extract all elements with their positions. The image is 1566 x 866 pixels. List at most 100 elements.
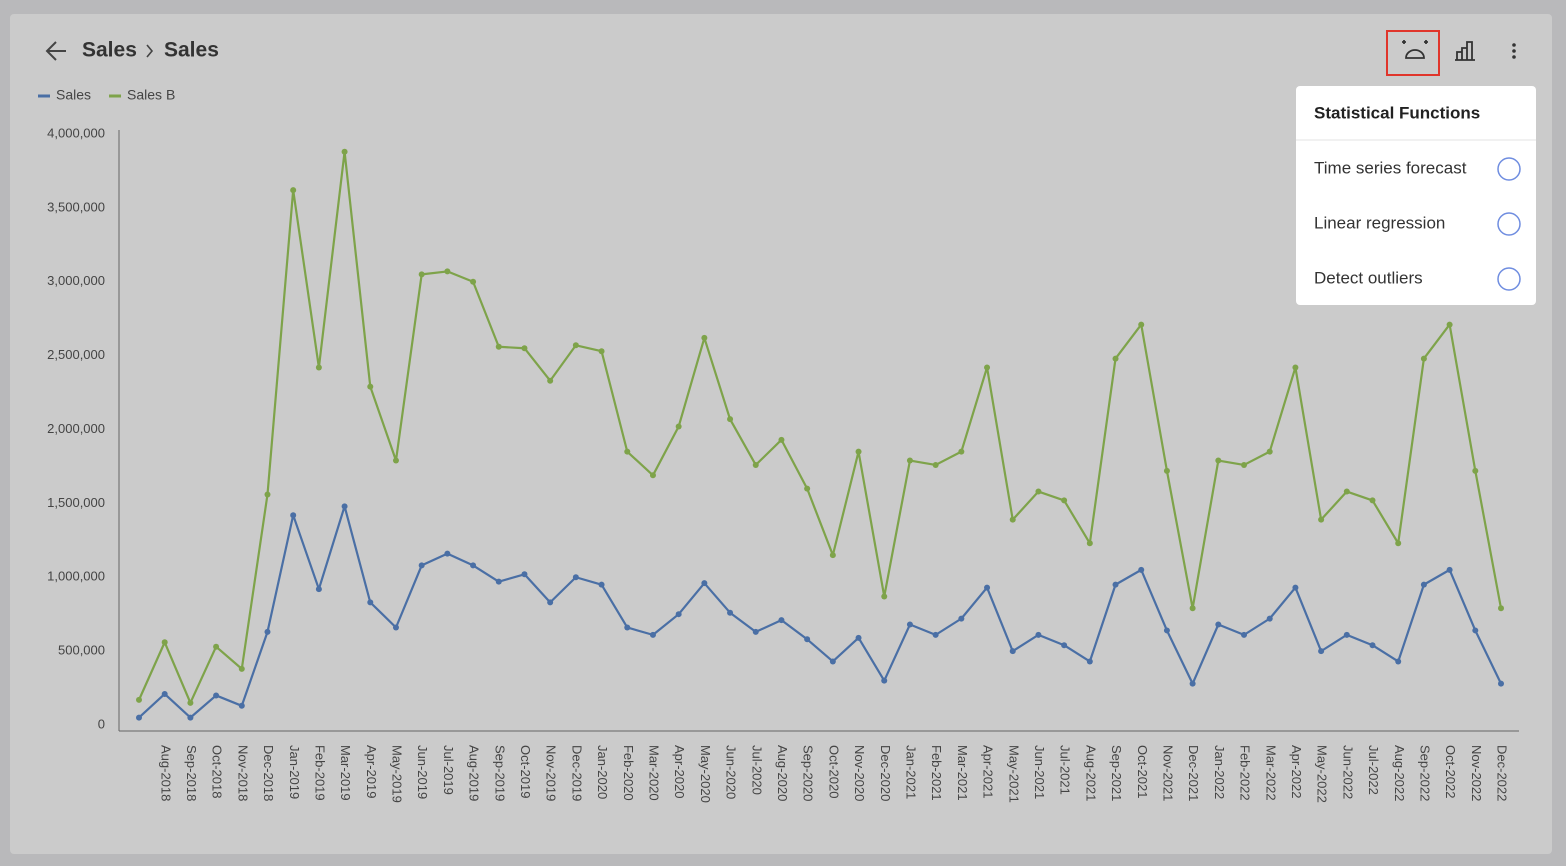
radio[interactable] <box>1497 157 1521 181</box>
data-point <box>444 268 451 275</box>
x-tick-label: Jan-2022 <box>1212 745 1227 799</box>
menu-item[interactable]: Linear regression <box>1314 213 1445 232</box>
x-tick-label: Nov-2019 <box>544 745 559 801</box>
x-tick-label: Mar-2021 <box>955 745 970 801</box>
data-point <box>367 599 374 606</box>
data-point <box>264 628 271 635</box>
chart-type-button[interactable] <box>1455 41 1475 61</box>
menu-title: Statistical Functions <box>1314 103 1480 122</box>
data-point <box>418 562 425 569</box>
data-point <box>521 345 528 352</box>
data-point <box>1215 457 1222 464</box>
data-point <box>213 643 220 650</box>
x-tick-label: Jan-2021 <box>904 745 919 799</box>
data-point <box>649 472 656 479</box>
data-point <box>572 574 579 581</box>
x-tick-label: Jun-2022 <box>1340 745 1355 799</box>
data-point <box>392 624 399 631</box>
x-tick-label: Aug-2022 <box>1392 745 1407 801</box>
data-point <box>1086 658 1093 665</box>
x-tick-label: Jul-2022 <box>1366 745 1381 795</box>
x-tick-label: Feb-2020 <box>621 745 636 801</box>
x-tick-label: Nov-2021 <box>1160 745 1175 801</box>
data-point <box>1009 648 1016 655</box>
x-tick-label: Sep-2020 <box>801 745 816 801</box>
data-point <box>906 457 913 464</box>
data-point <box>495 578 502 585</box>
statistics-button[interactable] <box>1402 40 1428 59</box>
data-point <box>161 639 168 646</box>
data-point <box>1215 621 1222 628</box>
x-tick-label: May-2021 <box>1006 745 1021 803</box>
data-point <box>1369 497 1376 504</box>
data-point <box>624 448 631 455</box>
data-point <box>932 461 939 468</box>
x-tick-label: Dec-2018 <box>261 745 276 801</box>
x-tick-label: Nov-2018 <box>235 745 250 801</box>
data-point <box>1420 355 1427 362</box>
y-tick-label: 500,000 <box>58 643 105 658</box>
data-point <box>804 485 811 492</box>
data-point <box>1009 516 1016 523</box>
breadcrumb-separator <box>146 44 154 58</box>
data-point <box>547 377 554 384</box>
data-point <box>1292 364 1299 371</box>
data-point <box>1318 516 1325 523</box>
data-point <box>727 416 734 423</box>
x-tick-label: Apr-2020 <box>672 745 687 798</box>
data-point <box>984 364 991 371</box>
data-point <box>1163 467 1170 474</box>
back-button[interactable] <box>45 41 66 61</box>
x-tick-label: Mar-2020 <box>647 745 662 801</box>
x-tick-label: Jun-2020 <box>724 745 739 799</box>
data-point <box>290 187 297 194</box>
data-point <box>1343 631 1350 638</box>
series-line <box>138 505 1502 719</box>
data-point <box>1472 467 1479 474</box>
data-point <box>1138 566 1145 573</box>
data-point <box>1369 642 1376 649</box>
menu-item[interactable]: Time series forecast <box>1314 158 1467 177</box>
y-tick-label: 2,500,000 <box>47 347 105 362</box>
data-point <box>598 581 605 588</box>
y-tick-label: 0 <box>98 716 105 731</box>
data-point <box>752 628 759 635</box>
data-point <box>470 278 477 285</box>
breadcrumb-item[interactable]: Sales <box>82 39 137 62</box>
data-point <box>1035 631 1042 638</box>
data-point <box>1395 540 1402 547</box>
data-point <box>1446 566 1453 573</box>
x-tick-label: Aug-2018 <box>158 745 173 801</box>
data-point <box>958 615 965 622</box>
data-point <box>1189 680 1196 687</box>
data-point <box>932 631 939 638</box>
x-tick-label: Oct-2021 <box>1135 745 1150 798</box>
data-point <box>1318 648 1325 655</box>
x-tick-label: May-2022 <box>1315 745 1330 803</box>
series-line <box>137 150 1503 704</box>
x-tick-label: Aug-2021 <box>1083 745 1098 801</box>
data-point <box>444 550 451 557</box>
radio[interactable] <box>1497 267 1521 291</box>
menu-item[interactable]: Detect outliers <box>1314 268 1423 287</box>
x-tick-label: Oct-2019 <box>518 745 533 798</box>
x-tick-label: Aug-2020 <box>775 745 790 801</box>
data-point <box>290 512 297 519</box>
data-point <box>187 714 194 721</box>
y-tick-label: 2,000,000 <box>47 421 105 436</box>
data-point <box>521 571 528 578</box>
data-point <box>958 448 965 455</box>
data-point <box>624 624 631 631</box>
data-point <box>470 562 477 569</box>
data-point <box>418 271 425 278</box>
x-tick-label: Oct-2018 <box>210 745 225 798</box>
y-tick-label: 4,000,000 <box>47 125 105 140</box>
y-tick-label: 1,000,000 <box>47 569 105 584</box>
more-button[interactable] <box>1512 43 1516 59</box>
x-tick-label: Apr-2021 <box>981 745 996 798</box>
data-point <box>1420 581 1427 588</box>
menu: Statistical Functions Time series foreca… <box>1296 86 1536 305</box>
radio[interactable] <box>1497 212 1521 236</box>
x-tick-label: Dec-2020 <box>878 745 893 801</box>
data-point <box>1241 461 1248 468</box>
